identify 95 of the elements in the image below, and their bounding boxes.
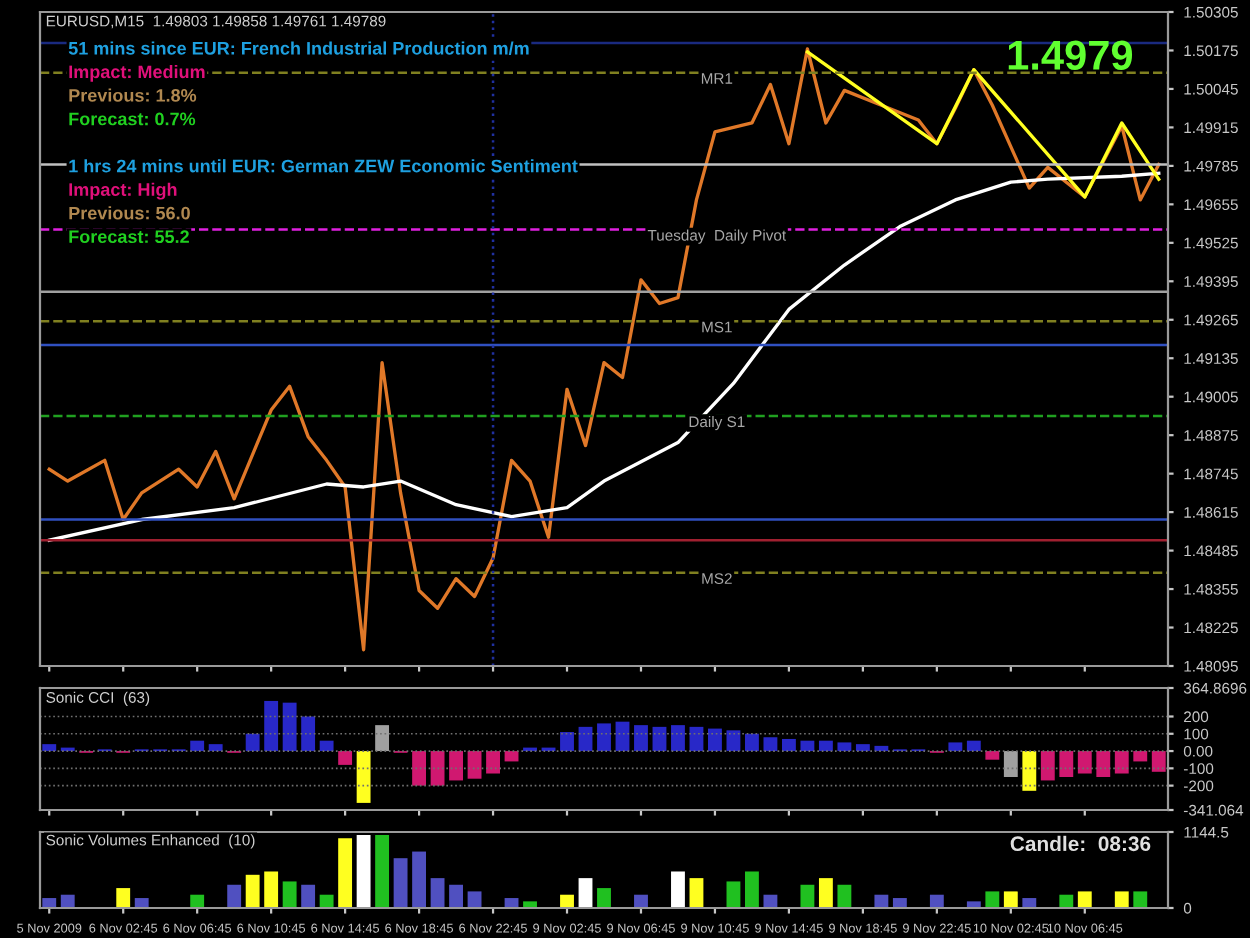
bar	[393, 858, 408, 908]
bar	[412, 751, 427, 786]
bar	[1077, 751, 1092, 774]
bar	[597, 723, 611, 752]
bar	[1077, 891, 1092, 908]
bar	[319, 740, 334, 752]
bar	[837, 884, 852, 908]
bar	[449, 884, 463, 908]
annotation: Impact: High	[69, 182, 177, 200]
bar	[726, 881, 741, 908]
bar	[818, 878, 833, 908]
bar	[1022, 751, 1037, 791]
annotation: Impact: Medium	[69, 64, 205, 82]
bar	[763, 894, 778, 908]
bar	[966, 901, 981, 908]
bar	[763, 737, 778, 752]
bar	[985, 751, 1000, 760]
bar	[781, 738, 796, 752]
bar	[282, 702, 297, 752]
bar	[855, 744, 870, 752]
bar	[264, 871, 279, 908]
annotation: Forecast: 55.2	[69, 230, 189, 244]
bar	[42, 744, 57, 752]
annotation: 1 hrs 24 mins until EUR: German ZEW Economic Sentiment	[69, 159, 578, 173]
bar	[671, 871, 685, 908]
bar	[301, 884, 316, 908]
bar	[560, 732, 574, 752]
annotation: 1.4979	[1008, 40, 1133, 71]
bar	[245, 874, 260, 908]
bar	[467, 891, 482, 908]
bar	[356, 751, 371, 803]
bar	[486, 751, 500, 774]
bar	[282, 881, 297, 908]
bar	[523, 901, 537, 908]
annotation: Candle: 08:36	[1010, 835, 1151, 852]
bar	[578, 878, 593, 908]
bar	[671, 725, 685, 752]
bar	[1096, 751, 1111, 777]
bar	[319, 894, 334, 908]
bar	[430, 878, 445, 908]
bar	[874, 745, 889, 752]
bar	[208, 744, 223, 752]
bar	[375, 834, 390, 908]
annotation: Previous: 1.8%	[69, 88, 197, 102]
bar	[1151, 751, 1166, 772]
bar	[264, 700, 279, 752]
bar	[467, 751, 482, 779]
bar	[1114, 891, 1129, 908]
bar	[929, 894, 944, 908]
bar	[449, 751, 463, 781]
bar	[1133, 751, 1148, 762]
bar	[560, 894, 574, 908]
bar	[800, 884, 815, 908]
bar	[301, 716, 316, 752]
bar	[837, 742, 852, 752]
annotation: 51 mins since EUR: French Industrial Production m/m	[68, 41, 529, 55]
line-series	[47, 171, 1161, 542]
bar	[874, 894, 889, 908]
bar	[745, 733, 759, 752]
bar	[1003, 751, 1018, 777]
bar	[60, 894, 75, 908]
bar	[634, 894, 648, 908]
bar	[1059, 894, 1074, 908]
annotation: Previous: 56.0	[69, 206, 190, 220]
bar	[245, 733, 260, 752]
bar	[356, 834, 371, 908]
bar	[1133, 891, 1148, 908]
bar	[375, 725, 390, 752]
bar	[597, 888, 611, 908]
bar	[1022, 898, 1037, 908]
bar	[966, 740, 981, 752]
bar	[800, 740, 815, 752]
bar	[42, 898, 57, 908]
bar	[1040, 751, 1055, 781]
bar	[745, 871, 759, 908]
bar	[985, 891, 1000, 908]
bar	[948, 742, 963, 752]
bar	[818, 740, 833, 752]
annotation: Forecast: 0.7%	[69, 112, 196, 126]
bar	[1059, 751, 1074, 777]
bar	[689, 878, 704, 908]
bar	[190, 894, 205, 908]
bar	[227, 884, 242, 908]
bar	[412, 851, 427, 908]
bar	[338, 751, 353, 765]
bar	[116, 888, 131, 908]
bar	[190, 740, 205, 752]
bar	[892, 898, 907, 908]
bar	[1114, 751, 1129, 774]
bar	[338, 838, 353, 908]
bar	[708, 728, 722, 752]
bar	[430, 751, 445, 786]
bar	[634, 725, 648, 752]
bar	[134, 898, 149, 908]
bar	[1003, 891, 1018, 908]
